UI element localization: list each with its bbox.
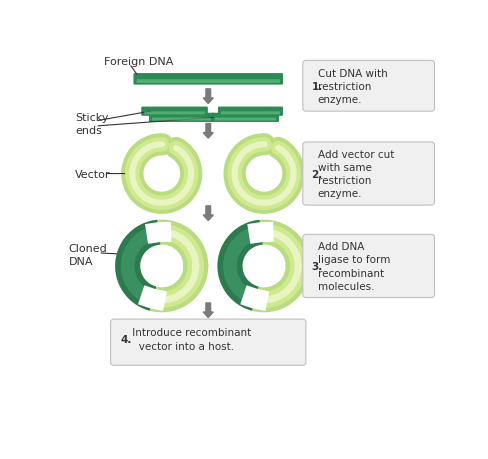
FancyBboxPatch shape — [218, 107, 283, 117]
Text: 3.: 3. — [311, 261, 323, 271]
FancyBboxPatch shape — [133, 74, 283, 85]
Text: Cut DNA with
restriction
enzyme.: Cut DNA with restriction enzyme. — [318, 68, 387, 105]
FancyBboxPatch shape — [149, 113, 214, 123]
FancyArrow shape — [203, 124, 213, 139]
Text: Foreign DNA: Foreign DNA — [103, 57, 173, 67]
FancyBboxPatch shape — [152, 118, 211, 121]
FancyBboxPatch shape — [303, 235, 434, 298]
FancyBboxPatch shape — [212, 113, 279, 123]
Text: Add DNA
ligase to form
recombinant
molecules.: Add DNA ligase to form recombinant molec… — [318, 241, 390, 291]
FancyArrow shape — [203, 90, 213, 104]
FancyBboxPatch shape — [303, 143, 434, 206]
FancyBboxPatch shape — [221, 112, 280, 115]
FancyArrow shape — [203, 303, 213, 318]
FancyArrow shape — [203, 207, 213, 221]
FancyBboxPatch shape — [141, 107, 208, 117]
FancyBboxPatch shape — [303, 61, 434, 112]
Text: Add vector cut
with same
restriction
enzyme.: Add vector cut with same restriction enz… — [318, 150, 394, 199]
Text: 2.: 2. — [311, 169, 323, 179]
FancyBboxPatch shape — [111, 319, 306, 365]
Text: Sticky
ends: Sticky ends — [75, 113, 108, 135]
Text: Cloned
DNA: Cloned DNA — [69, 244, 107, 266]
Text: 4.: 4. — [121, 334, 132, 344]
Text: Vector: Vector — [75, 169, 110, 179]
FancyBboxPatch shape — [215, 118, 276, 121]
FancyBboxPatch shape — [144, 112, 205, 115]
Text: 1.: 1. — [311, 82, 323, 91]
FancyBboxPatch shape — [137, 80, 280, 84]
Text: Introduce recombinant
   vector into a host.: Introduce recombinant vector into a host… — [129, 328, 251, 351]
